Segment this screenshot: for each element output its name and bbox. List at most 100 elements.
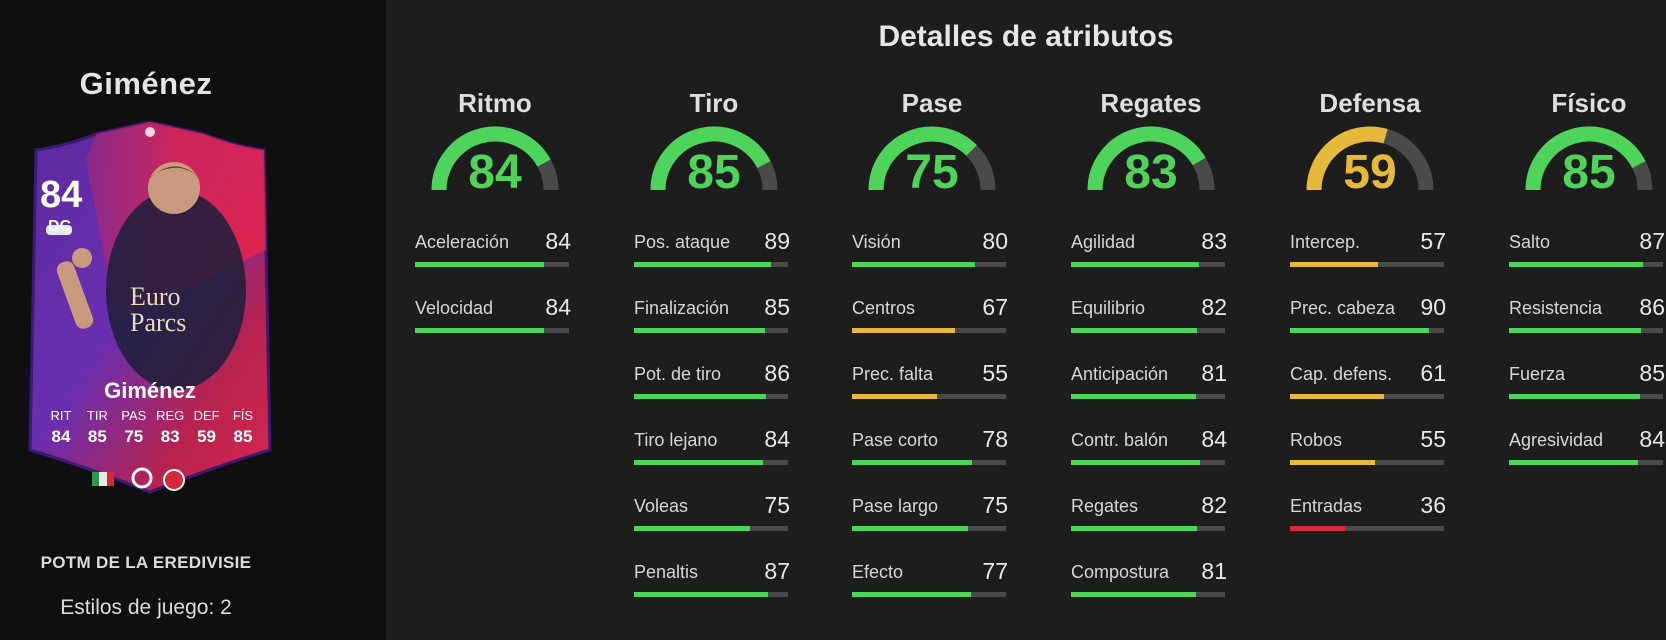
- attribute-name: Equilibrio: [1071, 298, 1146, 318]
- card-stats: RIT 84 TIR 85 PAS 75 REG 83 DEF 59 FÍS 85: [44, 408, 260, 447]
- attribute-name: Cap. defens.: [1290, 364, 1393, 384]
- attribute-bar-fill: [1071, 328, 1197, 333]
- attribute-bar: [1071, 394, 1225, 399]
- card-stat: REG 83: [156, 408, 185, 446]
- attribute-value: 75: [764, 492, 790, 518]
- attribute-bar-fill: [1290, 394, 1384, 399]
- attribute-name: Prec. falta: [852, 364, 934, 384]
- attribute-row: Compostura 81: [1071, 558, 1231, 624]
- attribute-row: Velocidad 84: [415, 294, 575, 360]
- category-title: Pase: [901, 88, 963, 118]
- card-stat: DEF 59: [193, 408, 220, 446]
- attribute-value: 85: [764, 294, 790, 320]
- attribute-name: Pase largo: [852, 496, 939, 516]
- attribute-bar-fill: [634, 592, 768, 597]
- attribute-bar: [1290, 526, 1444, 531]
- attribute-bar-fill: [852, 328, 955, 333]
- attribute-value: 84: [545, 294, 571, 320]
- attribute-row: Intercep. 57: [1290, 228, 1450, 294]
- attribute-value: 77: [982, 558, 1008, 584]
- attribute-row: Resistencia 86: [1509, 294, 1666, 360]
- attribute-name: Regates: [1071, 496, 1139, 516]
- attribute-value: 84: [545, 228, 571, 254]
- category-regates: Regates 83 Agilidad 83 Equilibrio 82 Anticipac…: [1071, 86, 1231, 624]
- attribute-row: Entradas 36: [1290, 492, 1450, 558]
- attribute-name: Pot. de tiro: [634, 364, 722, 384]
- attribute-row: Equilibrio 82: [1071, 294, 1231, 360]
- attribute-value: 84: [764, 426, 790, 452]
- attribute-name: Contr. balón: [1071, 430, 1169, 450]
- category-rating: 84: [468, 146, 522, 199]
- attribute-bar: [634, 592, 788, 597]
- attribute-bar-fill: [634, 460, 763, 465]
- panel-title: Detalles de atributos: [878, 20, 1174, 53]
- attribute-name: Finalización: [634, 298, 730, 318]
- attribute-name: Penaltis: [634, 562, 699, 582]
- attribute-bar: [1071, 526, 1225, 531]
- attribute-bar-fill: [1071, 394, 1196, 399]
- attribute-bar-fill: [415, 262, 544, 267]
- card-background: [28, 120, 272, 494]
- attribute-bar: [1290, 262, 1444, 267]
- attribute-name: Robos: [1290, 430, 1343, 450]
- attribute-name: Centros: [852, 298, 916, 318]
- player-panel: Giménez: [0, 0, 386, 640]
- attribute-bar: [1290, 328, 1444, 333]
- attribute-name: Fuerza: [1509, 364, 1566, 384]
- attribute-name: Tiro lejano: [634, 430, 718, 450]
- attribute-row: Pase corto 78: [852, 426, 1012, 492]
- attribute-value: 82: [1201, 294, 1227, 320]
- category-rating: 85: [1562, 146, 1616, 199]
- attribute-bar-fill: [1071, 526, 1197, 531]
- attribute-value: 57: [1420, 228, 1446, 254]
- category-rating: 83: [1124, 146, 1178, 199]
- attribute-row: Centros 67: [852, 294, 1012, 360]
- attribute-bar: [852, 526, 1006, 531]
- attribute-row: Contr. balón 84: [1071, 426, 1231, 492]
- attribute-bar-fill: [852, 592, 971, 597]
- attribute-bar: [1509, 394, 1663, 399]
- attribute-bar: [1509, 328, 1663, 333]
- card-stat: FÍS 85: [232, 408, 254, 446]
- attribute-bar: [634, 262, 788, 267]
- attribute-name: Prec. cabeza: [1290, 298, 1396, 318]
- attribute-name: Agresividad: [1509, 430, 1604, 450]
- player-card[interactable]: 84 DC Euro Parcs Giménez RIT 84 TIR 85 PAS…: [26, 120, 274, 494]
- attribute-value: 86: [1639, 294, 1665, 320]
- gauge-fill: [650, 126, 771, 191]
- attribute-name: Aceleración: [415, 232, 510, 252]
- gauge-fill: [1306, 126, 1388, 191]
- gauge-fill: [431, 126, 551, 191]
- attribute-value: 87: [1639, 228, 1665, 254]
- category-gauge: 84: [415, 120, 575, 206]
- attribute-bar: [1290, 460, 1444, 465]
- league-logo-icon: [145, 127, 155, 137]
- category-title: Ritmo: [458, 88, 532, 118]
- playstyles-label: Estilos de juego: 2: [60, 596, 232, 619]
- attribute-list: Agilidad 83 Equilibrio 82 Anticipación 81 Cont…: [1071, 228, 1231, 624]
- attribute-bar-fill: [415, 328, 544, 333]
- attribute-name: Resistencia: [1509, 298, 1603, 318]
- attribute-name: Entradas: [1290, 496, 1363, 516]
- attribute-bar: [415, 328, 569, 333]
- attribute-bar: [1071, 592, 1225, 597]
- attribute-name: Salto: [1509, 232, 1551, 252]
- attribute-value: 80: [982, 228, 1008, 254]
- attribute-row: Tiro lejano 84: [634, 426, 794, 492]
- attribute-name: Intercep.: [1290, 232, 1361, 252]
- attribute-bar: [415, 262, 569, 267]
- attribute-bar-fill: [1071, 592, 1196, 597]
- league-icon: [131, 467, 153, 489]
- player-name: Giménez: [79, 66, 213, 101]
- attribute-row: Penaltis 87: [634, 558, 794, 624]
- attribute-value: 85: [1639, 360, 1665, 386]
- attribute-value: 84: [1201, 426, 1227, 452]
- attribute-bar: [852, 592, 1006, 597]
- attribute-name: Anticipación: [1071, 364, 1169, 384]
- attribute-bar: [852, 328, 1006, 333]
- attribute-value: 90: [1420, 294, 1446, 320]
- category-fisico: Físico 85 Salto 87 Resistencia 86 Fuerza 85 Agre…: [1509, 86, 1666, 492]
- category-gauge: 85: [634, 120, 794, 206]
- attribute-row: Finalización 85: [634, 294, 794, 360]
- attribute-row: Aceleración 84: [415, 228, 575, 294]
